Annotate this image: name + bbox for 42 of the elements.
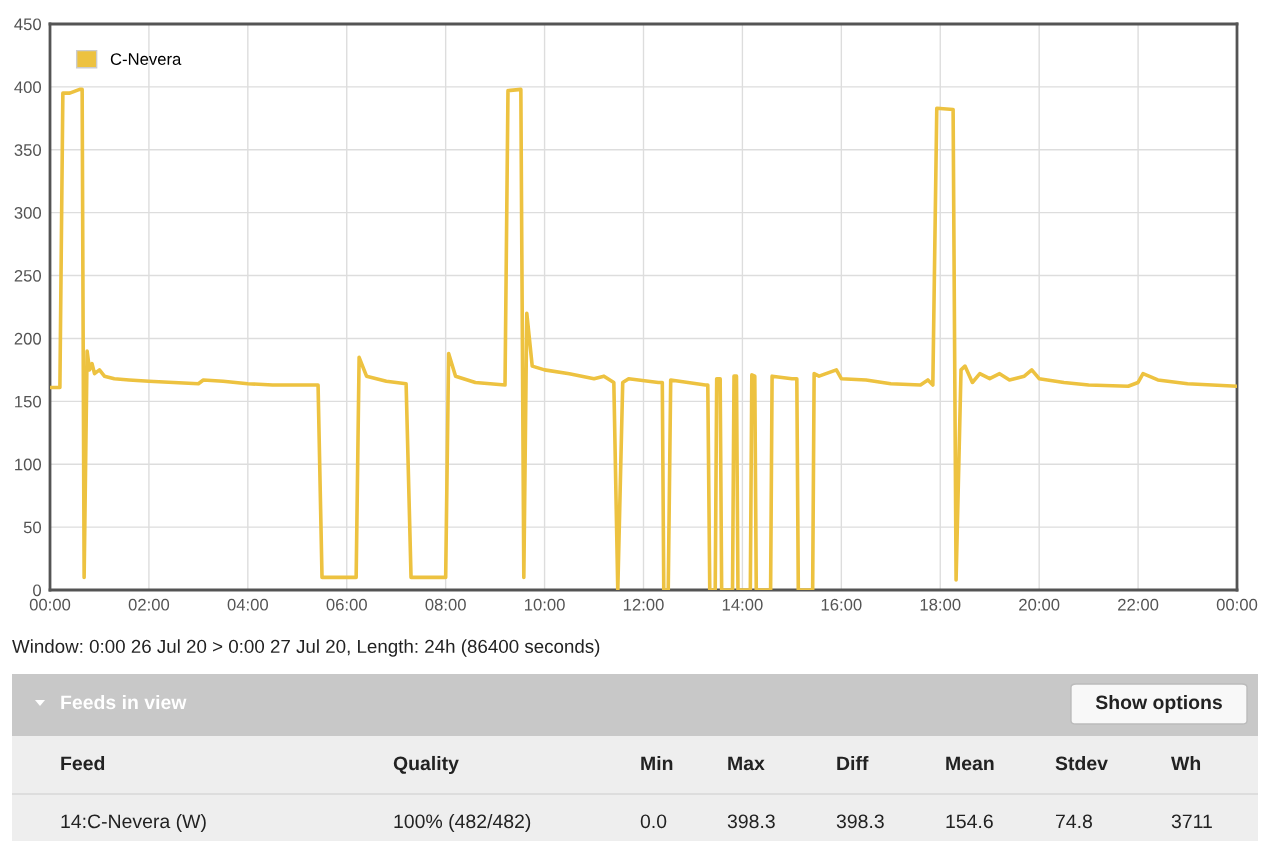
y-tick-label: 0 [33,584,42,597]
y-tick-label: 450 [14,18,42,31]
x-tick-label: 00:00 [29,598,71,611]
text: 100% (482/482) [394,813,531,833]
text: 154.6 [946,814,993,829]
text: 398.3 [727,814,775,829]
x-tick-label: 06:00 [326,598,367,611]
text: Max [728,756,765,771]
y-tick-label: 200 [14,332,42,345]
text: 3711 [1171,814,1212,829]
y-tick-label: 350 [14,144,42,156]
text: 74.8 [1056,814,1092,829]
text: Wh [1171,755,1201,771]
legend-label: C-Nevera [110,53,182,65]
text: 0.0 [640,814,667,829]
x-tick-label: 14:00 [722,598,763,611]
text: Mean [946,756,994,771]
y-tick-label: 250 [14,269,42,282]
text: Quality [393,755,459,775]
text: 398.3 [836,814,884,829]
text: Stdev [1055,755,1108,771]
text: Window: 0:00 26 Jul 20 > 0:00 27 Jul 20, Length: 24h (86400 seconds) [12,639,600,657]
x-tick-label: 16:00 [821,598,862,611]
y-tick-label: 100 [15,458,42,471]
y-tick-label: 400 [14,81,42,94]
text: Min [641,755,673,771]
x-tick-label: 10:00 [525,598,565,611]
text: Feed [61,755,105,771]
y-tick-label: 300 [14,207,42,219]
text: 14:C-Nevera (W) [61,813,206,833]
text: Diff [837,755,869,771]
x-tick-label: 12:00 [623,598,664,611]
x-tick-label: 18:00 [920,598,961,611]
y-tick-label: 50 [23,521,42,534]
x-tick-label: 20:00 [1019,598,1060,611]
y-tick-label: 150 [15,395,42,408]
x-tick-label: 02:00 [128,598,170,611]
x-tick-label: 00:00 [1216,598,1258,611]
text: Show options [1095,694,1222,714]
x-tick-label: 04:00 [227,598,269,611]
x-tick-label: 08:00 [425,598,466,611]
x-tick-label: 22:00 [1118,598,1159,611]
